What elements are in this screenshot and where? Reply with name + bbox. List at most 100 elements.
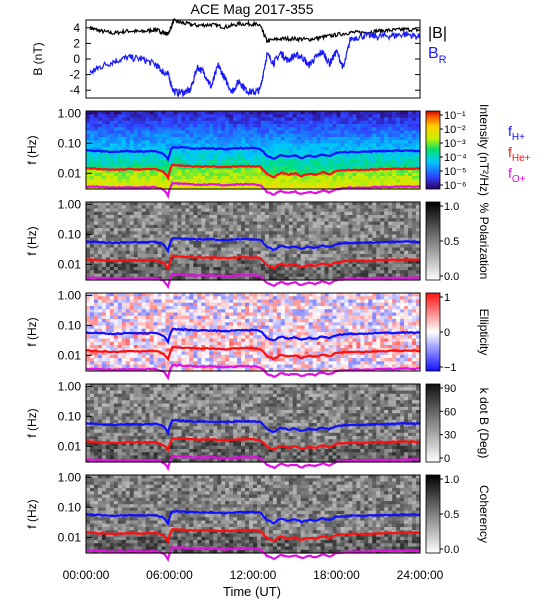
heatmap-cell: [173, 133, 179, 138]
heatmap-cell: [324, 159, 330, 164]
heatmap-cell: [157, 306, 163, 310]
heatmap-cell: [233, 270, 238, 275]
heatmap-cell: [177, 332, 183, 336]
heatmap-cell: [344, 263, 350, 268]
heatmap-cell: [396, 205, 401, 210]
heatmap-cell: [117, 244, 123, 249]
heatmap-cell: [86, 205, 91, 210]
heatmap-cell: [233, 241, 238, 245]
heatmap-cell: [340, 231, 346, 236]
heatmap-cell: [276, 111, 282, 115]
heatmap-cell: [400, 221, 405, 226]
heatmap-cell: [205, 140, 210, 145]
heatmap-cell: [336, 202, 342, 206]
heatmap-cell: [86, 169, 91, 174]
heatmap-cell: [416, 185, 421, 190]
heatmap-cell: [380, 117, 385, 122]
heatmap-cell: [161, 117, 167, 122]
heatmap-cell: [121, 205, 127, 210]
heatmap-cell: [189, 127, 194, 132]
heatmap-cell: [141, 325, 147, 330]
heatmap-cell: [416, 111, 421, 115]
heatmap-cell: [149, 218, 155, 223]
heatmap-cell: [233, 185, 238, 190]
heatmap-cell: [193, 338, 198, 343]
heatmap-cell: [288, 241, 294, 245]
heatmap-cell: [93, 120, 99, 125]
heatmap-cell: [312, 270, 318, 275]
heatmap-cell: [105, 312, 111, 317]
heatmap-cell: [396, 182, 401, 187]
heatmap-cell: [280, 150, 286, 154]
heatmap-cell: [161, 254, 167, 258]
heatmap-cell: [272, 211, 278, 216]
heatmap-cell: [324, 237, 330, 242]
heatmap-cell: [169, 319, 175, 323]
heatmap-cell: [320, 176, 326, 180]
heatmap-cell: [209, 341, 214, 346]
heatmap-cell: [348, 211, 354, 216]
heatmap-cell: [360, 247, 365, 252]
heatmap-cell: [316, 234, 322, 239]
heatmap-cell: [372, 127, 377, 132]
heatmap-cell: [201, 312, 206, 317]
heatmap-cell: [105, 338, 111, 343]
heatmap-cell: [292, 276, 298, 281]
heatmap-cell: [380, 247, 385, 252]
heatmap-cell: [89, 202, 95, 206]
heatmap-cell: [177, 276, 183, 281]
heatmap-cell: [165, 345, 171, 349]
heatmap-cell: [396, 140, 401, 145]
heatmap-cell: [396, 211, 401, 216]
heatmap-cell: [157, 114, 163, 119]
colorbar-tick-label: 0.0: [444, 271, 459, 283]
heatmap-cell: [105, 237, 111, 242]
heatmap-cell: [416, 146, 421, 151]
heatmap-cell: [189, 247, 194, 252]
heatmap-cell: [356, 179, 361, 184]
heatmap-cell: [181, 276, 187, 281]
heatmap-cell: [292, 202, 298, 206]
heatmap-cell: [288, 231, 294, 236]
heatmap-cell: [221, 120, 226, 125]
heatmap-cell: [260, 221, 266, 226]
heatmap-cell: [101, 124, 107, 128]
heatmap-cell: [288, 146, 294, 151]
heatmap-cell: [276, 140, 282, 145]
heatmap-cell: [396, 120, 401, 125]
heatmap-cell: [161, 345, 167, 349]
heatmap-cell: [117, 257, 123, 262]
heatmap-cell: [368, 254, 373, 258]
heatmap-cell: [332, 208, 338, 213]
heatmap-cell: [109, 299, 115, 304]
heatmap-cell: [129, 228, 135, 232]
heatmap-cell: [264, 234, 270, 239]
heatmap-cell: [372, 130, 377, 135]
heatmap-cell: [288, 276, 294, 281]
heatmap-cell: [308, 133, 314, 138]
heatmap-cell: [328, 120, 334, 125]
heatmap-cell: [209, 296, 214, 301]
heatmap-cell: [129, 296, 135, 301]
heatmap-cell: [153, 215, 159, 219]
heatmap-cell: [101, 234, 107, 239]
heatmap-cell: [109, 338, 115, 343]
heatmap-cell: [268, 140, 274, 145]
heatmap-cell: [93, 221, 99, 226]
heatmap-cell: [157, 296, 163, 301]
heatmap-cell: [348, 179, 354, 184]
heatmap-cell: [416, 247, 421, 252]
heatmap-cell: [368, 120, 373, 125]
heatmap-cell: [205, 111, 210, 115]
heatmap-cell: [93, 250, 99, 255]
heatmap-cell: [229, 335, 234, 340]
heatmap-cell: [181, 124, 187, 128]
heatmap-cell: [404, 111, 409, 115]
heatmap-cell: [197, 130, 202, 135]
heatmap-cell: [185, 332, 190, 336]
heatmap-cell: [241, 133, 246, 138]
heatmap-cell: [284, 260, 290, 265]
heatmap-cell: [272, 276, 278, 281]
heatmap-cell: [237, 172, 242, 177]
heatmap-cell: [237, 176, 242, 180]
